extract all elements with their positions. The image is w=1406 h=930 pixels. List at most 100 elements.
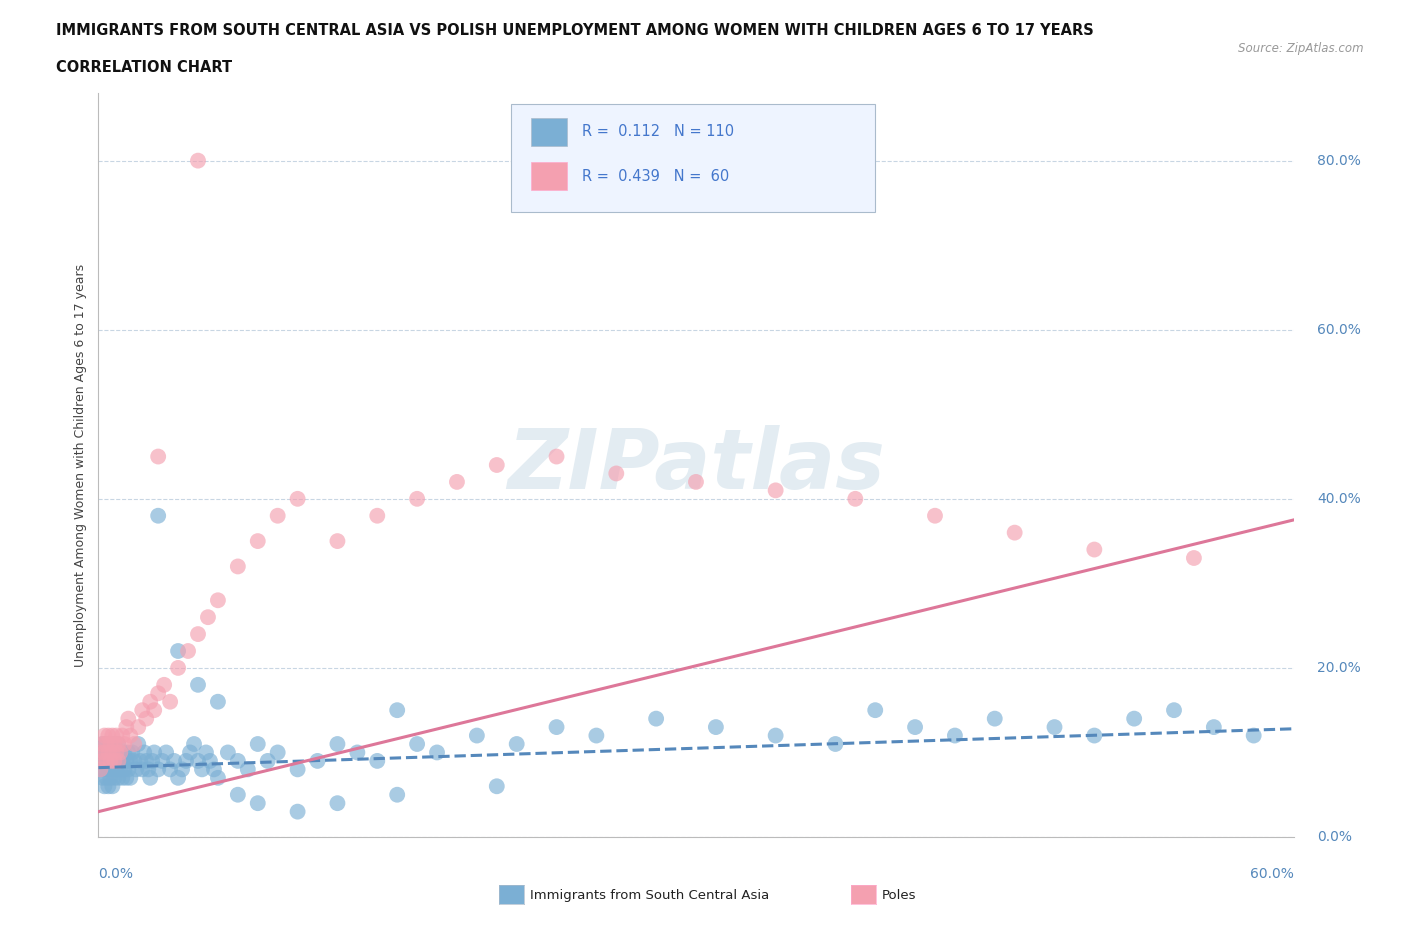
Point xyxy=(115,720,138,735)
Point xyxy=(207,695,229,710)
Point xyxy=(107,737,129,751)
Point xyxy=(406,737,429,751)
Point xyxy=(134,745,156,760)
Point xyxy=(765,728,787,743)
Text: IMMIGRANTS FROM SOUTH CENTRAL ASIA VS POLISH UNEMPLOYMENT AMONG WOMEN WITH CHILD: IMMIGRANTS FROM SOUTH CENTRAL ASIA VS PO… xyxy=(56,23,1094,38)
Point xyxy=(115,753,138,768)
Point xyxy=(148,762,170,777)
Text: R =  0.112   N = 110: R = 0.112 N = 110 xyxy=(582,125,734,140)
Point xyxy=(101,728,124,743)
Point xyxy=(148,449,170,464)
Point xyxy=(198,753,221,768)
Point xyxy=(96,770,118,785)
Point xyxy=(96,753,118,768)
Point xyxy=(385,788,409,803)
Point xyxy=(236,762,259,777)
Point xyxy=(197,610,219,625)
Point xyxy=(148,685,170,700)
Point xyxy=(246,534,269,549)
Point xyxy=(267,509,290,524)
Point xyxy=(91,753,114,768)
Point xyxy=(97,745,120,760)
Point xyxy=(101,745,124,760)
Point xyxy=(97,745,120,760)
Point xyxy=(110,762,132,777)
Point xyxy=(96,737,118,751)
Point xyxy=(267,745,290,760)
Point xyxy=(287,762,309,777)
Point xyxy=(406,491,429,506)
Point xyxy=(105,745,128,760)
Point xyxy=(103,737,125,751)
Point xyxy=(546,449,568,464)
Point xyxy=(120,753,142,768)
Point xyxy=(1083,542,1105,557)
FancyBboxPatch shape xyxy=(510,104,875,212)
Point xyxy=(326,796,349,811)
Point xyxy=(191,762,214,777)
Point xyxy=(426,745,449,760)
Point xyxy=(115,770,138,785)
Point xyxy=(194,745,218,760)
Text: 20.0%: 20.0% xyxy=(1317,661,1361,675)
Point xyxy=(179,745,201,760)
Point xyxy=(246,737,269,751)
Point xyxy=(207,770,229,785)
Point xyxy=(844,491,866,506)
Point xyxy=(217,745,239,760)
Point xyxy=(307,753,329,768)
Point xyxy=(98,770,122,785)
Point xyxy=(112,745,135,760)
Point xyxy=(124,753,146,768)
Point xyxy=(97,762,120,777)
Text: 0.0%: 0.0% xyxy=(1317,830,1353,844)
Point xyxy=(465,728,488,743)
Point xyxy=(226,788,249,803)
Point xyxy=(174,753,197,768)
Text: 60.0%: 60.0% xyxy=(1250,867,1294,881)
Point xyxy=(246,796,269,811)
Point xyxy=(124,737,146,751)
Point xyxy=(111,728,134,743)
Point xyxy=(93,745,115,760)
Point xyxy=(685,474,707,489)
Point xyxy=(131,762,153,777)
Point xyxy=(183,737,205,751)
Point xyxy=(139,695,162,710)
Point xyxy=(346,745,368,760)
Point xyxy=(101,762,124,777)
Point xyxy=(177,644,200,658)
Point xyxy=(187,753,209,768)
Point xyxy=(983,711,1005,726)
Point xyxy=(159,695,181,710)
Point xyxy=(101,778,124,793)
Point xyxy=(120,770,142,785)
Point xyxy=(98,737,122,751)
Point xyxy=(202,762,225,777)
Point xyxy=(446,474,468,489)
Point xyxy=(207,592,229,607)
Point xyxy=(1182,551,1205,565)
Point xyxy=(139,770,162,785)
Point xyxy=(1243,728,1265,743)
Point xyxy=(112,737,135,751)
Point xyxy=(605,466,627,481)
Point xyxy=(129,753,152,768)
Point xyxy=(1202,720,1225,735)
Point xyxy=(159,762,181,777)
Point xyxy=(111,770,134,785)
Point xyxy=(136,762,159,777)
Point xyxy=(98,753,122,768)
Point xyxy=(131,703,153,718)
Text: ZIPatlas: ZIPatlas xyxy=(508,424,884,506)
Point xyxy=(150,753,173,768)
Point xyxy=(1004,525,1026,540)
Point xyxy=(143,745,166,760)
Point xyxy=(943,728,966,743)
Y-axis label: Unemployment Among Women with Children Ages 6 to 17 years: Unemployment Among Women with Children A… xyxy=(75,263,87,667)
Point xyxy=(117,762,139,777)
Point xyxy=(96,753,118,768)
Point xyxy=(98,753,122,768)
Point xyxy=(141,753,163,768)
Point xyxy=(127,737,149,751)
